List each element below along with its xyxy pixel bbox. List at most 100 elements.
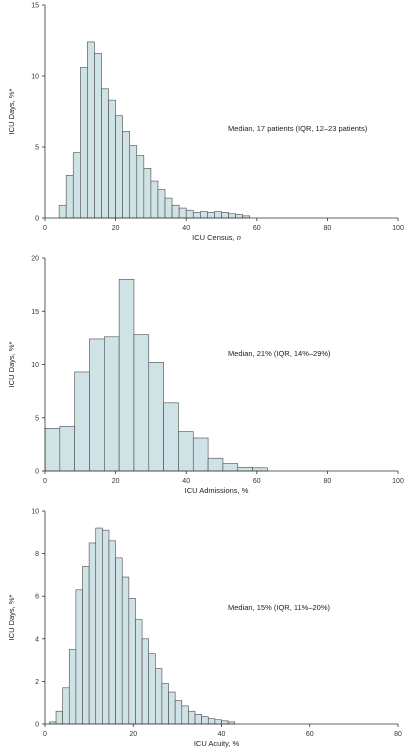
histogram-bar — [72, 152, 81, 219]
y-tick-label: 2 — [35, 679, 39, 686]
histogram-bar — [228, 213, 236, 219]
histogram-bar — [235, 214, 243, 219]
x-tick-label: 20 — [112, 478, 120, 485]
x-tick-label: 40 — [182, 478, 190, 485]
y-tick-label: 15 — [31, 309, 39, 316]
x-tick-label: 100 — [392, 478, 404, 485]
histogram-bar — [200, 211, 208, 219]
histogram-bar — [207, 457, 224, 472]
histogram-bar — [201, 716, 209, 725]
x-axis-title-italic: n — [237, 233, 241, 242]
y-tick-label: 10 — [31, 362, 39, 369]
histogram-bar — [133, 334, 150, 472]
y-axis-title: ICU Days, %* — [7, 341, 16, 387]
histogram-bar — [178, 431, 194, 472]
y-tick-label: 6 — [35, 594, 39, 601]
histogram-bar — [141, 638, 149, 725]
y-axis-title: ICU Days, %* — [7, 88, 16, 134]
histogram-bar — [207, 718, 216, 725]
y-tick-label: 4 — [35, 636, 39, 643]
y-tick-label: 5 — [35, 145, 39, 152]
histogram-bar — [237, 466, 253, 472]
histogram-bar — [80, 67, 88, 219]
histogram-bar — [135, 619, 143, 725]
histogram-bar — [102, 529, 110, 725]
x-tick-label: 60 — [253, 478, 261, 485]
histogram-bar — [181, 705, 189, 725]
histogram-bar — [222, 463, 239, 472]
histogram-bar — [143, 168, 152, 219]
histogram-bar — [155, 668, 163, 725]
histogram-bar — [108, 540, 116, 725]
x-tick-label: 20 — [129, 731, 137, 738]
histogram-bar — [194, 714, 202, 725]
y-axis-title: ICU Days, %* — [7, 594, 16, 640]
histogram-bar — [136, 155, 145, 219]
x-tick-label: 20 — [112, 225, 120, 232]
chart-panel-3: 0 20 40 60 80 0 2 4 6 8 10 ICU Acuity, % ICU Days, %… — [7, 509, 402, 749]
x-axis-title: ICU Census, n — [192, 233, 241, 242]
x-tick-label: 40 — [182, 225, 190, 232]
histogram-bar — [62, 687, 70, 725]
y-tick-label: 0 — [35, 216, 39, 223]
x-tick-label: 0 — [43, 478, 47, 485]
histogram-bar — [163, 402, 179, 472]
x-tick-label: 60 — [253, 225, 261, 232]
histogram-bar — [174, 700, 183, 725]
median-annotation: Median, 15% (IQR, 11%–20%) — [228, 603, 330, 612]
histogram-bar — [192, 437, 209, 472]
histogram-bar — [214, 211, 222, 219]
histogram-bar — [121, 576, 130, 725]
histogram-bar — [55, 710, 63, 725]
histogram-bar — [148, 362, 164, 472]
histogram-bar — [59, 425, 75, 472]
histogram-bar — [129, 145, 138, 219]
histogram-bar — [192, 212, 201, 219]
x-tick-label: 60 — [306, 731, 314, 738]
histogram-bar — [188, 710, 196, 725]
histogram-bar — [101, 88, 109, 219]
x-tick-label: 80 — [394, 731, 402, 738]
histogram-bar — [148, 653, 156, 725]
histogram-bar — [44, 428, 61, 472]
histogram-bar — [82, 566, 90, 725]
y-tick-label: 15 — [31, 3, 39, 10]
x-tick-label: 80 — [324, 478, 332, 485]
histogram-bar — [128, 598, 136, 725]
histogram-bar — [95, 527, 103, 725]
histogram-bar — [87, 41, 95, 219]
histogram-bar — [221, 720, 229, 725]
histogram-bar — [65, 175, 74, 219]
x-tick-label: 0 — [43, 731, 47, 738]
histogram-bar — [115, 115, 123, 219]
y-tick-label: 0 — [35, 469, 39, 476]
histogram-bar — [58, 204, 67, 219]
histogram-bar — [185, 209, 194, 219]
y-tick-label: 5 — [35, 415, 39, 422]
histogram-bar — [221, 212, 229, 219]
histogram-bar — [104, 336, 120, 472]
histogram-bar — [74, 371, 90, 472]
histogram-bar — [164, 197, 173, 219]
x-axis-title: ICU Admissions, % — [185, 486, 249, 495]
histogram-bar — [171, 204, 180, 219]
y-tick-label: 10 — [31, 509, 39, 516]
x-tick-label: 80 — [324, 225, 332, 232]
histogram-bar — [94, 52, 102, 219]
y-tick-label: 20 — [31, 256, 39, 263]
histogram-bar — [75, 589, 83, 725]
x-tick-label: 0 — [43, 225, 47, 232]
y-tick-label: 0 — [35, 722, 39, 729]
y-tick-label: 8 — [35, 551, 39, 558]
histogram-bar — [168, 691, 176, 725]
histogram-bar — [214, 719, 222, 725]
median-annotation: Median, 17 patients (IQR, 12–23 patients… — [228, 124, 368, 133]
histogram-bar — [115, 557, 123, 725]
histogram-bar — [118, 278, 135, 472]
histogram-bar — [122, 131, 131, 219]
histogram-bar — [161, 683, 169, 725]
chart-panel-2: 0 20 40 60 80 100 0 5 10 15 20 ICU Admissions, % ICU… — [7, 256, 404, 496]
y-tick-label: 10 — [31, 74, 39, 81]
histogram-bar — [150, 180, 159, 219]
